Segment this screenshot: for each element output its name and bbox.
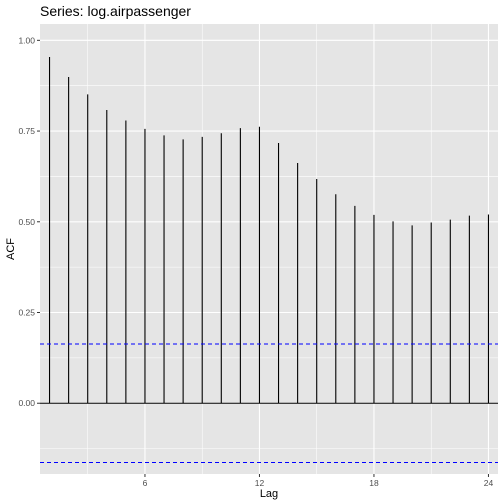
- y-tick-label: 1.00: [18, 35, 35, 45]
- x-tick-label: 6: [143, 478, 148, 488]
- y-tick-label: 0.00: [18, 398, 35, 408]
- x-tick-label: 24: [484, 478, 494, 488]
- x-axis-label: Lag: [260, 488, 278, 500]
- acf-segments: [48, 57, 490, 404]
- x-tick-label: 18: [369, 478, 379, 488]
- x-axis-ticks: 6 12 18 24: [143, 474, 494, 488]
- y-tick-label: 0.75: [18, 126, 35, 136]
- y-tick-label: 0.25: [18, 308, 35, 318]
- x-tick-label: 12: [255, 478, 265, 488]
- chart-title: Series: log.airpassenger: [40, 3, 191, 19]
- y-axis-label: ACF: [5, 238, 17, 260]
- y-axis-ticks: 0.00 0.25 0.50 0.75 1.00: [18, 35, 40, 408]
- plot-panel: [40, 24, 498, 474]
- y-tick-label: 0.50: [18, 217, 35, 227]
